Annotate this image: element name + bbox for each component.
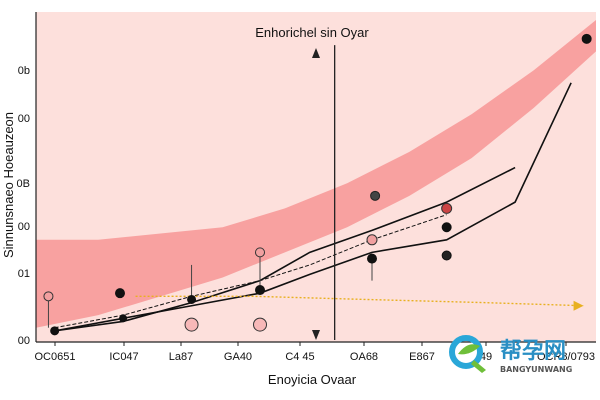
x-tick-label: E867 xyxy=(409,351,435,363)
x-tick-label: OC0651 xyxy=(35,351,76,363)
chart-title: Enhorichel sin Oyar xyxy=(255,25,369,40)
data-point-3 xyxy=(115,288,125,299)
watermark-subtext: BANGYUNWANG xyxy=(500,365,572,374)
vertical-reference-arrowhead xyxy=(312,48,320,58)
data-point-2 xyxy=(50,326,60,336)
data-point-13 xyxy=(441,202,453,214)
series-arrowhead-4 xyxy=(573,300,584,311)
watermark: 帮孕网 BANGYUNWANG xyxy=(449,335,572,374)
data-point-7 xyxy=(255,247,265,258)
watermark-text: 帮孕网 xyxy=(500,338,566,364)
x-tick-label: 49 xyxy=(480,351,492,363)
data-point-5 xyxy=(187,294,197,304)
vertical-reference-arrowhead-bottom xyxy=(312,330,320,340)
data-point-12 xyxy=(367,253,377,264)
q-leaf-logo-icon xyxy=(449,335,486,373)
x-tick-label: C4 45 xyxy=(285,351,314,363)
data-point-1 xyxy=(43,291,54,302)
x-tick-label: OA68 xyxy=(350,351,378,363)
data-point-6 xyxy=(184,317,199,332)
x-tick-label: GA40 xyxy=(224,351,252,363)
y-tick-label: 0B xyxy=(17,178,30,190)
marker-layer xyxy=(43,33,592,336)
data-point-10 xyxy=(370,190,381,201)
y-tick-label: 00 xyxy=(18,113,30,125)
x-tick-label: La87 xyxy=(169,351,193,363)
data-point-8 xyxy=(255,285,265,296)
data-point-4 xyxy=(119,314,128,323)
data-point-16 xyxy=(581,33,592,44)
series-line-1 xyxy=(54,82,572,332)
y-tick-label: 01 xyxy=(18,268,30,280)
series-line-4 xyxy=(135,295,584,307)
data-point-9 xyxy=(253,317,267,332)
y-axis-label: Sinnunsnaeo Hoeauzeon xyxy=(1,112,16,258)
x-axis-ticks: OC0651 IC047 La87 GA40 C4 45 OA68 E867 49 OCR8/0… xyxy=(35,342,595,363)
x-axis-label: Enoyicia Ovaar xyxy=(268,372,357,387)
y-tick-label: 00 xyxy=(18,221,30,233)
series-line-2 xyxy=(54,166,516,332)
data-point-14 xyxy=(441,222,452,233)
y-tick-label: 00 xyxy=(18,335,30,347)
y-tick-label: 0b xyxy=(18,65,30,77)
data-point-15 xyxy=(441,250,452,261)
x-tick-label: OCR8/0793 xyxy=(537,351,595,363)
y-axis-ticks: 0b 00 0B 00 01 00 xyxy=(17,65,30,347)
data-point-11 xyxy=(366,234,378,246)
x-tick-label: IC047 xyxy=(109,351,138,363)
confidence-band xyxy=(36,20,596,328)
